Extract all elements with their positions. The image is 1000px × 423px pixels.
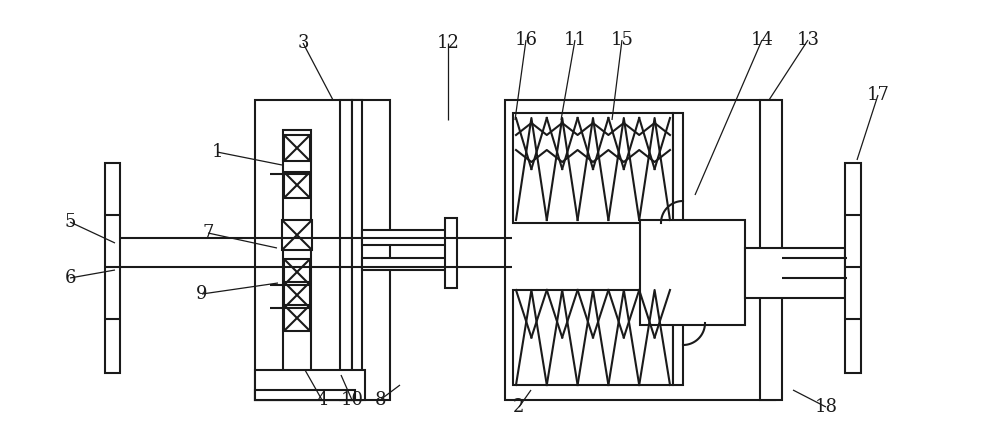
Bar bbox=[362, 230, 450, 245]
Text: 18: 18 bbox=[814, 398, 838, 416]
Text: 3: 3 bbox=[297, 34, 309, 52]
Text: 9: 9 bbox=[196, 285, 208, 303]
Text: 5: 5 bbox=[64, 213, 76, 231]
Text: 13: 13 bbox=[796, 31, 820, 49]
Bar bbox=[505, 100, 775, 400]
Bar bbox=[284, 135, 310, 161]
Bar bbox=[352, 100, 362, 400]
Text: 11: 11 bbox=[564, 31, 586, 49]
Bar bbox=[745, 248, 845, 298]
Bar bbox=[284, 259, 310, 285]
Bar bbox=[673, 113, 683, 223]
Text: 15: 15 bbox=[611, 31, 633, 49]
Bar bbox=[282, 220, 312, 250]
Bar bbox=[283, 130, 311, 380]
Bar bbox=[640, 220, 745, 325]
Text: 12: 12 bbox=[437, 34, 459, 52]
Bar bbox=[845, 163, 861, 373]
Text: 8: 8 bbox=[374, 391, 386, 409]
Bar bbox=[105, 163, 120, 373]
Bar bbox=[362, 258, 450, 270]
Text: 1: 1 bbox=[211, 143, 223, 161]
Text: 16: 16 bbox=[514, 31, 538, 49]
Text: 14: 14 bbox=[751, 31, 773, 49]
Bar bbox=[513, 290, 673, 385]
Bar bbox=[445, 218, 457, 288]
Bar bbox=[284, 305, 310, 331]
Bar bbox=[513, 113, 673, 223]
Bar bbox=[340, 100, 352, 400]
Text: 6: 6 bbox=[64, 269, 76, 287]
Bar bbox=[255, 370, 365, 400]
Text: 4: 4 bbox=[316, 391, 328, 409]
Text: 7: 7 bbox=[202, 224, 214, 242]
Bar bbox=[255, 390, 355, 400]
Bar bbox=[284, 282, 310, 308]
Bar bbox=[284, 172, 310, 198]
Text: 17: 17 bbox=[867, 86, 889, 104]
Text: 10: 10 bbox=[340, 391, 364, 409]
Text: 2: 2 bbox=[513, 398, 525, 416]
Bar bbox=[255, 100, 390, 400]
Bar bbox=[760, 100, 782, 400]
Bar bbox=[673, 290, 683, 385]
